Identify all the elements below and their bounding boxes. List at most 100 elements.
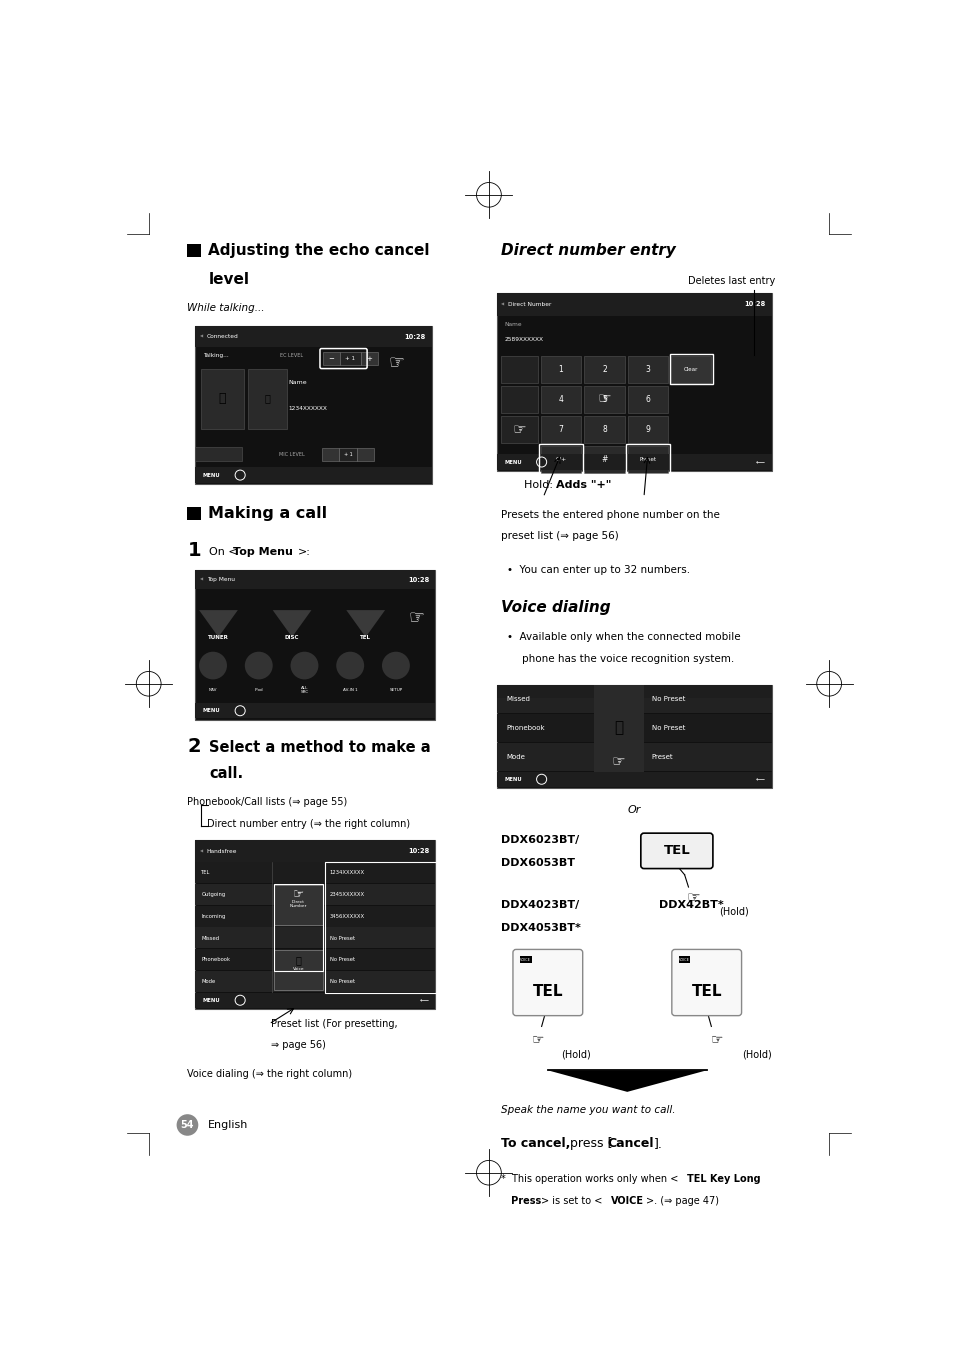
Text: (Hold): (Hold) — [560, 1049, 590, 1060]
Text: 1: 1 — [558, 364, 563, 374]
Bar — [627, 386, 667, 413]
Text: TEL Key Long: TEL Key Long — [686, 1174, 760, 1185]
Bar — [500, 416, 537, 443]
Bar — [540, 386, 580, 413]
Bar — [540, 416, 580, 443]
Text: MENU: MENU — [504, 777, 521, 781]
Text: To cancel,: To cancel, — [500, 1137, 569, 1151]
Bar — [679, 956, 690, 963]
Text: Direct Number: Direct Number — [508, 302, 551, 307]
Text: 6: 6 — [644, 395, 650, 403]
FancyArrow shape — [199, 611, 237, 638]
Bar — [195, 927, 435, 948]
Circle shape — [245, 651, 273, 680]
Polygon shape — [547, 1070, 706, 1091]
Text: Phonebook: Phonebook — [505, 724, 544, 731]
Text: 10:28: 10:28 — [743, 301, 765, 307]
Text: No Preset: No Preset — [329, 936, 355, 941]
Text: 3: 3 — [644, 364, 650, 374]
Text: >. (⇒ page 47): >. (⇒ page 47) — [645, 1196, 719, 1206]
Bar — [497, 772, 771, 787]
Text: DDX6053BT: DDX6053BT — [500, 858, 574, 868]
Text: Select a method to make a: Select a method to make a — [209, 741, 431, 756]
Bar — [500, 386, 537, 413]
FancyArrow shape — [273, 611, 311, 638]
Text: DDX42BT*: DDX42BT* — [659, 900, 723, 910]
Bar — [497, 685, 771, 712]
Bar — [540, 445, 580, 473]
Text: ◀: ◀ — [199, 334, 203, 338]
Text: MENU: MENU — [203, 473, 220, 478]
Bar — [583, 445, 624, 473]
Text: 1234XXXXXX: 1234XXXXXX — [288, 406, 327, 412]
Bar — [625, 444, 669, 474]
Text: press [: press [ — [565, 1137, 612, 1151]
Text: ☞: ☞ — [686, 891, 700, 906]
Text: + 1: + 1 — [343, 452, 352, 456]
Text: On <: On < — [209, 547, 237, 556]
Bar — [195, 949, 435, 969]
Text: No Preset: No Preset — [329, 957, 355, 963]
Text: Missed: Missed — [505, 696, 529, 701]
Text: MENU: MENU — [203, 998, 220, 1003]
Text: ☞: ☞ — [710, 1033, 722, 1047]
Text: SETUP: SETUP — [389, 688, 402, 692]
Text: 10:28: 10:28 — [404, 333, 425, 340]
Bar — [195, 839, 435, 1010]
Text: ☞: ☞ — [408, 609, 424, 627]
Bar — [274, 884, 323, 925]
Bar — [195, 884, 435, 904]
Text: +: + — [366, 356, 372, 362]
Text: DISC: DISC — [285, 635, 299, 639]
Circle shape — [176, 1114, 198, 1136]
Text: DDX4023BT/: DDX4023BT/ — [500, 900, 578, 910]
Text: DDX6023BT/: DDX6023BT/ — [500, 834, 578, 845]
Text: Mode: Mode — [505, 754, 524, 760]
Text: •  Available only when the connected mobile: • Available only when the connected mobi… — [506, 632, 740, 642]
Bar — [187, 244, 200, 257]
Text: Adds "+": Adds "+" — [556, 481, 611, 490]
Bar — [248, 368, 286, 429]
FancyBboxPatch shape — [640, 833, 712, 868]
Text: No Preset: No Preset — [651, 696, 684, 701]
Text: ◀: ◀ — [500, 302, 504, 306]
Text: Preset: Preset — [639, 456, 656, 462]
Text: 10:28: 10:28 — [408, 848, 429, 854]
Text: TEL: TEL — [201, 871, 211, 876]
Text: Preset: Preset — [651, 754, 673, 760]
Text: Mode: Mode — [201, 979, 215, 984]
Bar — [497, 742, 771, 770]
Bar — [274, 884, 323, 971]
Text: ⟵: ⟵ — [755, 777, 764, 781]
Text: Clear: Clear — [683, 367, 698, 372]
Text: Adjusting the echo cancel: Adjusting the echo cancel — [208, 244, 430, 259]
Bar — [583, 416, 624, 443]
Bar — [195, 703, 435, 719]
Text: AV-IN 1: AV-IN 1 — [342, 688, 357, 692]
Text: 7: 7 — [558, 425, 563, 433]
Text: iPod: iPod — [254, 688, 263, 692]
Text: ☞: ☞ — [612, 754, 625, 769]
Text: ☞: ☞ — [293, 888, 304, 902]
Text: preset list (⇒ page 56): preset list (⇒ page 56) — [500, 531, 618, 542]
Text: MENU: MENU — [504, 459, 521, 464]
Text: level: level — [208, 272, 249, 287]
Bar — [497, 292, 771, 471]
Text: ◀: ◀ — [199, 578, 203, 582]
Bar — [519, 956, 531, 963]
Bar — [195, 992, 435, 1007]
Text: 3456XXXXXX: 3456XXXXXX — [329, 914, 364, 919]
Text: Phonebook/Call lists (⇒ page 55): Phonebook/Call lists (⇒ page 55) — [187, 798, 347, 807]
Text: ☞: ☞ — [388, 353, 404, 371]
Text: >:: >: — [297, 547, 310, 556]
Bar — [325, 862, 441, 992]
Text: 1: 1 — [187, 540, 201, 559]
Text: 54: 54 — [180, 1120, 194, 1131]
Bar — [195, 971, 435, 991]
Bar — [627, 445, 667, 473]
Text: EC LEVEL: EC LEVEL — [280, 353, 303, 359]
Text: ⟵: ⟵ — [419, 998, 428, 1003]
Text: 2345XXXXXX: 2345XXXXXX — [329, 892, 364, 898]
Circle shape — [335, 651, 364, 680]
Text: 👤: 👤 — [218, 393, 226, 405]
